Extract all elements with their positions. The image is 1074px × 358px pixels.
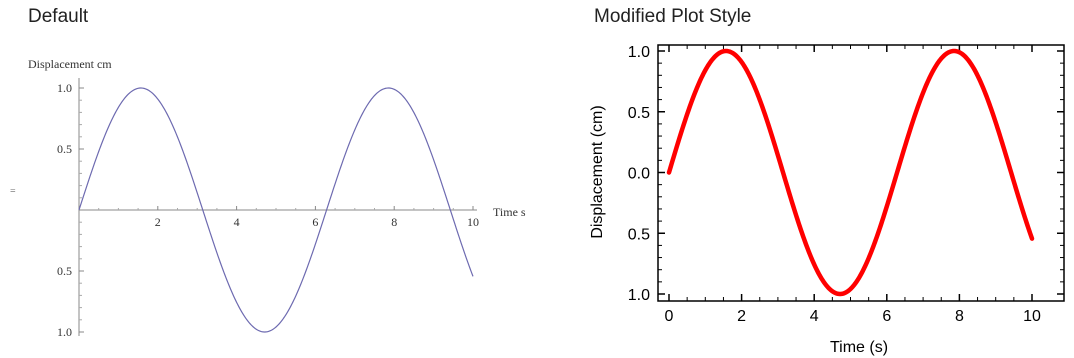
modified-chart: 0 2 4 6 8 10 1.0 0.5 0.0 0.5 1.0 Time (s) Displac… — [589, 44, 1065, 356]
right-y-tick-label: 1.0 — [628, 287, 650, 304]
right-x-tick-label: 0 — [665, 308, 674, 325]
right-panel-title: Modified Plot Style — [594, 6, 752, 27]
left-y-tick-label: 0.5 — [57, 264, 72, 278]
left-x-tick-label: 6 — [312, 215, 318, 229]
left-stray-mark: = — [10, 186, 16, 197]
right-x-tick-label: 6 — [882, 308, 891, 325]
left-panel-title: Default — [28, 6, 89, 27]
left-y-tick-label: 1.0 — [57, 81, 72, 95]
right-sine-series-line — [666, 48, 1035, 297]
right-x-tick-label: 10 — [1023, 308, 1041, 325]
left-y-axis-label: Displacement cm — [28, 57, 112, 71]
right-x-tick-label: 2 — [737, 308, 746, 325]
left-y-tick-label: 0.5 — [57, 142, 72, 156]
right-y-tick-label: 1.0 — [628, 44, 650, 61]
right-y-axis-label: Displacement (cm) — [589, 105, 606, 238]
right-x-tick-label: 8 — [955, 308, 964, 325]
left-x-tick-label: 2 — [155, 215, 161, 229]
right-x-axis-label: Time (s) — [830, 339, 888, 356]
right-x-tick-label: 4 — [810, 308, 819, 325]
left-x-tick-label: 8 — [391, 215, 397, 229]
right-y-tick-label: 0.5 — [628, 105, 650, 122]
right-y-tick-label: 0.5 — [628, 226, 650, 243]
right-y-tick-label: 0.0 — [628, 166, 650, 183]
left-x-axis-label: Time s — [493, 205, 526, 219]
left-sine-series-line — [78, 87, 474, 333]
left-x-tick-label: 10 — [467, 215, 479, 229]
right-plot-frame — [657, 44, 1065, 302]
default-chart: Displacement cm Time s = 2 4 6 8 10 1.0 0.5 0.… — [10, 57, 526, 339]
left-x-tick-label: 4 — [234, 215, 240, 229]
left-y-tick-label: 1.0 — [57, 325, 72, 339]
